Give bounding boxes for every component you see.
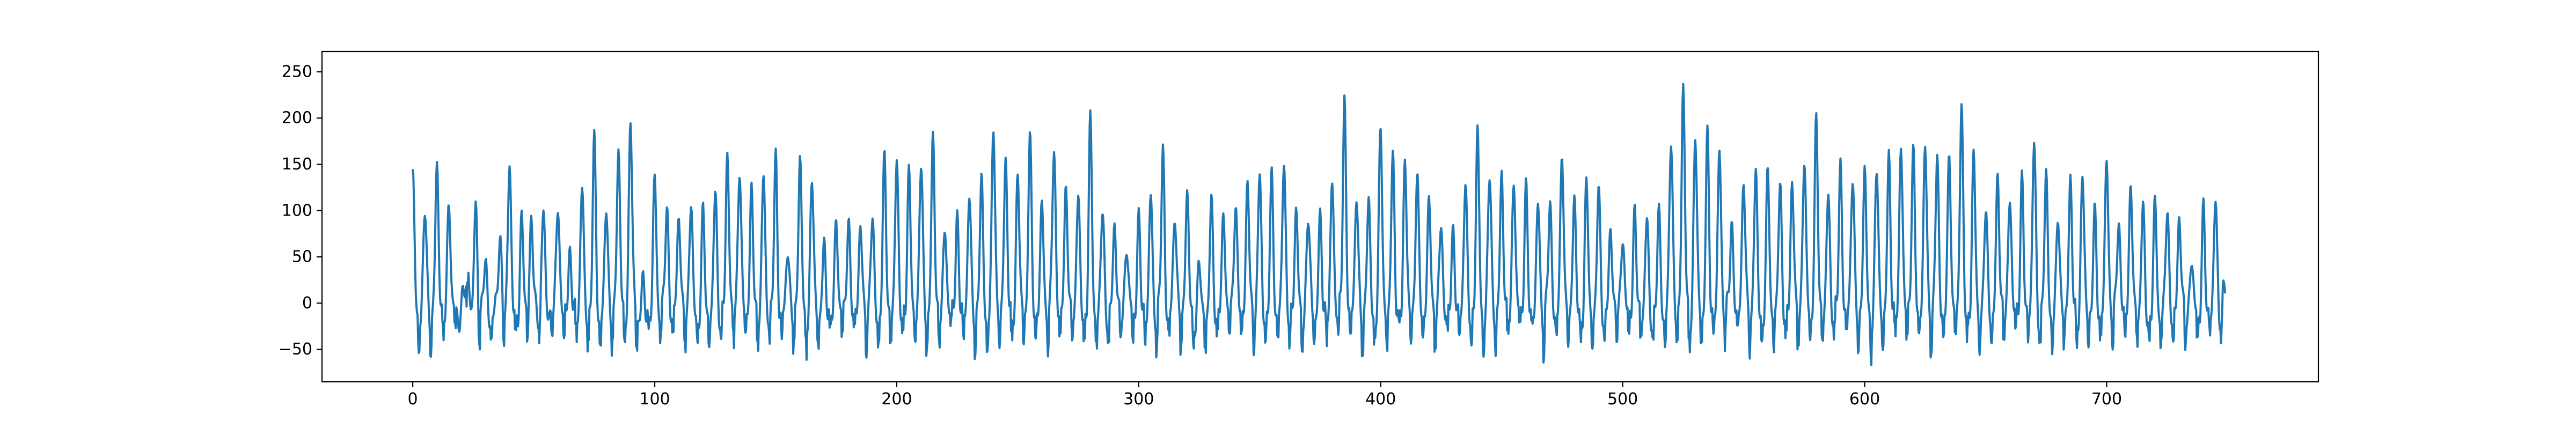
x-tick-label: 300 (1123, 390, 1154, 409)
y-tick-label: 0 (302, 294, 312, 313)
x-tick-label: 0 (408, 390, 418, 409)
series-layer (412, 83, 2227, 366)
x-tick-label: 500 (1607, 390, 1638, 409)
x-axis-ticks: 0 100 200 300 400 500 600 700 (408, 382, 2122, 409)
y-tick-label: 150 (282, 155, 312, 174)
y-tick-label: −50 (279, 340, 312, 359)
y-tick-label: 50 (292, 248, 312, 267)
x-tick-label: 700 (2091, 390, 2122, 409)
axes-frame (321, 50, 2319, 383)
y-tick-label: 200 (282, 109, 312, 128)
x-tick-label: 100 (639, 390, 670, 409)
y-tick-label: 100 (282, 201, 312, 220)
y-tick-label: 250 (282, 62, 312, 81)
x-tick-label: 600 (1849, 390, 1880, 409)
y-axis-ticks: −50 0 50 100 150 200 250 (279, 62, 322, 359)
x-tick-label: 400 (1365, 390, 1396, 409)
series-line (412, 83, 2227, 366)
x-tick-label: 200 (881, 390, 912, 409)
